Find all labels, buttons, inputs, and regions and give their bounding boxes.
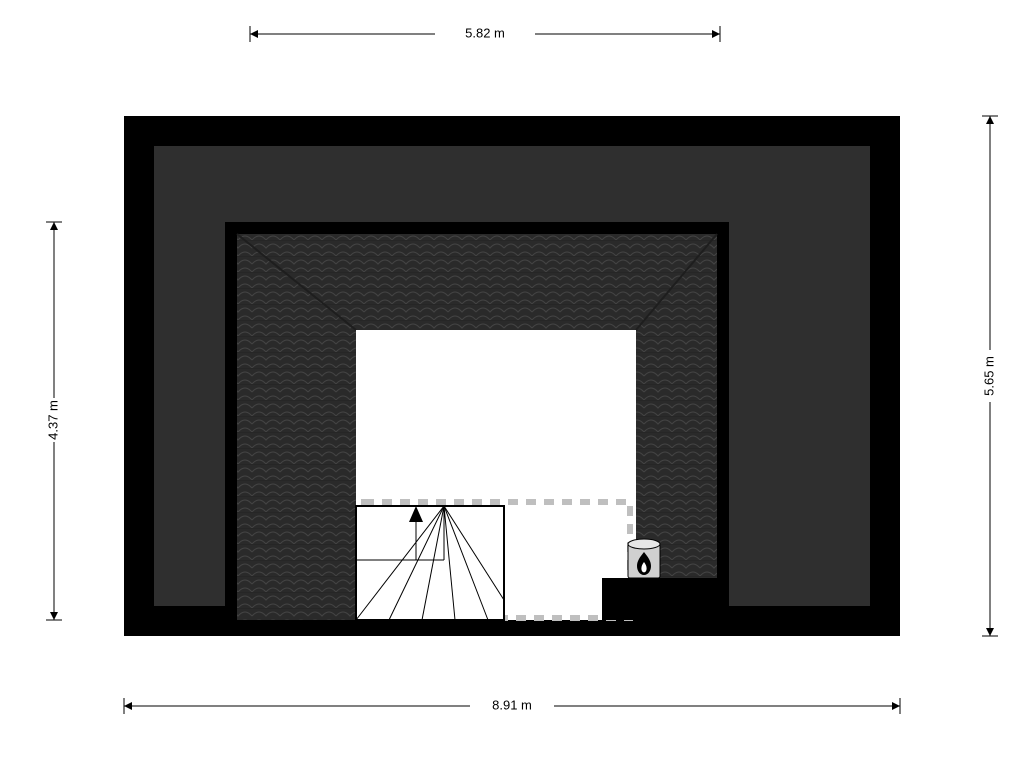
building bbox=[124, 116, 900, 636]
heater-panel bbox=[602, 578, 718, 620]
dim-top-label: 5.82 m bbox=[465, 25, 505, 40]
dim-left-label: 4.37 m bbox=[45, 400, 60, 440]
floorplan-canvas: 5.82 m 8.91 m 4.37 m 5.65 m bbox=[0, 0, 1024, 768]
dim-bottom-label: 8.91 m bbox=[492, 697, 532, 712]
dimension-top: 5.82 m bbox=[250, 25, 720, 42]
dimension-bottom: 8.91 m bbox=[124, 697, 900, 714]
dim-right-label: 5.65 m bbox=[981, 356, 996, 396]
staircase bbox=[356, 506, 504, 620]
dimension-left: 4.37 m bbox=[45, 222, 62, 620]
dimension-right: 5.65 m bbox=[981, 116, 998, 636]
boiler-icon bbox=[628, 539, 660, 578]
